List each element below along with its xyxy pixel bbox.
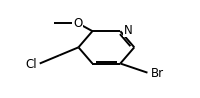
Text: O: O <box>73 17 82 30</box>
Text: Cl: Cl <box>25 58 37 71</box>
Text: Br: Br <box>151 67 164 80</box>
Text: N: N <box>123 24 132 37</box>
